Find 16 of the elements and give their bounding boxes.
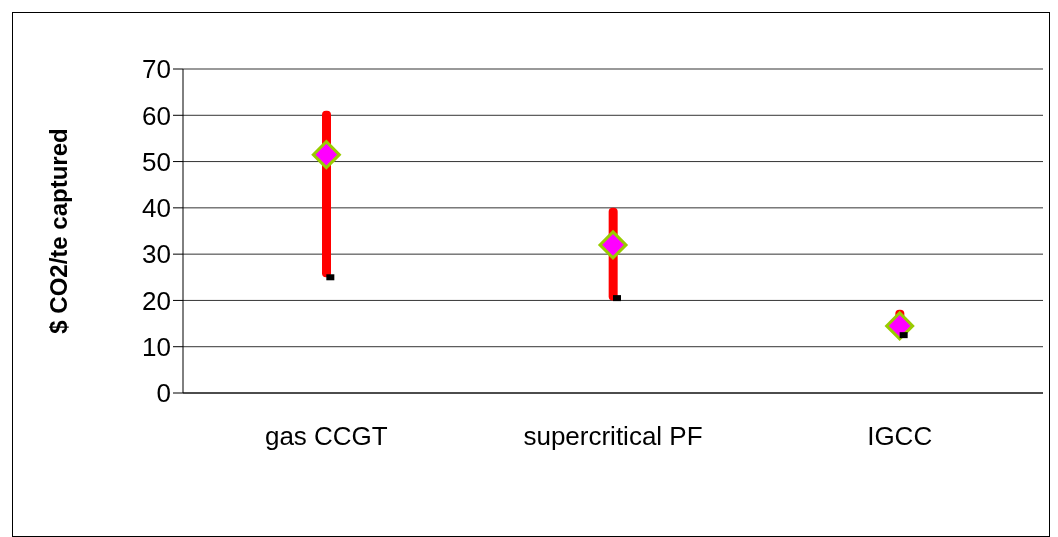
point <box>885 311 915 341</box>
y-tick-label: 40 <box>142 193 171 224</box>
y-tick-label: 30 <box>142 239 171 270</box>
y-tick-label: 0 <box>156 378 171 409</box>
x-tick-label: IGCC <box>867 421 933 452</box>
point <box>899 332 908 339</box>
y-tick-label: 10 <box>142 331 171 362</box>
y-axis-title: $ CO2/te captured <box>44 128 72 334</box>
point <box>598 230 628 260</box>
x-tick-label: supercritical PF <box>523 421 703 452</box>
y-tick-label: 20 <box>142 285 171 316</box>
point <box>311 140 341 170</box>
y-tick-label: 70 <box>142 54 171 85</box>
y-tick-label: 50 <box>142 146 171 177</box>
y-tick-label: 60 <box>142 100 171 131</box>
x-tick-label: gas CCGT <box>264 421 388 452</box>
